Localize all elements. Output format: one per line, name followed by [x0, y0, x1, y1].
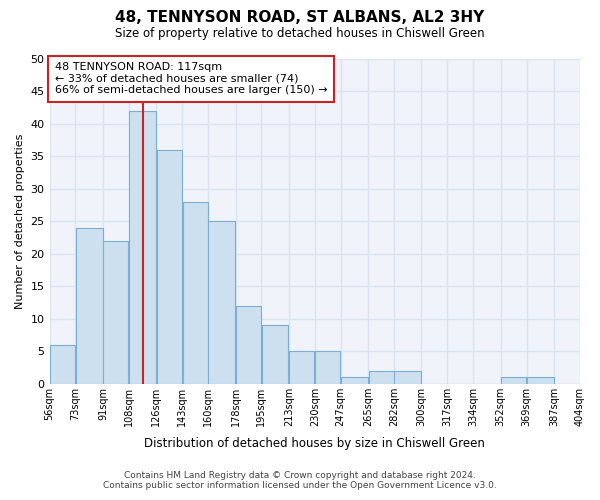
Bar [157, 150, 182, 384]
Text: Contains HM Land Registry data © Crown copyright and database right 2024.
Contai: Contains HM Land Registry data © Crown c… [103, 470, 497, 490]
X-axis label: Distribution of detached houses by size in Chiswell Green: Distribution of detached houses by size … [145, 437, 485, 450]
Bar [103, 241, 128, 384]
Text: 48 TENNYSON ROAD: 117sqm
← 33% of detached houses are smaller (74)
66% of semi-d: 48 TENNYSON ROAD: 117sqm ← 33% of detach… [55, 62, 328, 96]
Bar [315, 352, 340, 384]
Bar [262, 326, 289, 384]
Bar [394, 370, 421, 384]
Bar [236, 306, 261, 384]
Bar [182, 202, 208, 384]
Bar [341, 377, 368, 384]
Bar [368, 370, 394, 384]
Bar [289, 352, 314, 384]
Bar [50, 345, 75, 384]
Bar [501, 377, 526, 384]
Bar [129, 111, 156, 384]
Text: 48, TENNYSON ROAD, ST ALBANS, AL2 3HY: 48, TENNYSON ROAD, ST ALBANS, AL2 3HY [115, 10, 485, 25]
Bar [208, 222, 235, 384]
Text: Size of property relative to detached houses in Chiswell Green: Size of property relative to detached ho… [115, 28, 485, 40]
Bar [76, 228, 103, 384]
Y-axis label: Number of detached properties: Number of detached properties [15, 134, 25, 309]
Bar [527, 377, 554, 384]
